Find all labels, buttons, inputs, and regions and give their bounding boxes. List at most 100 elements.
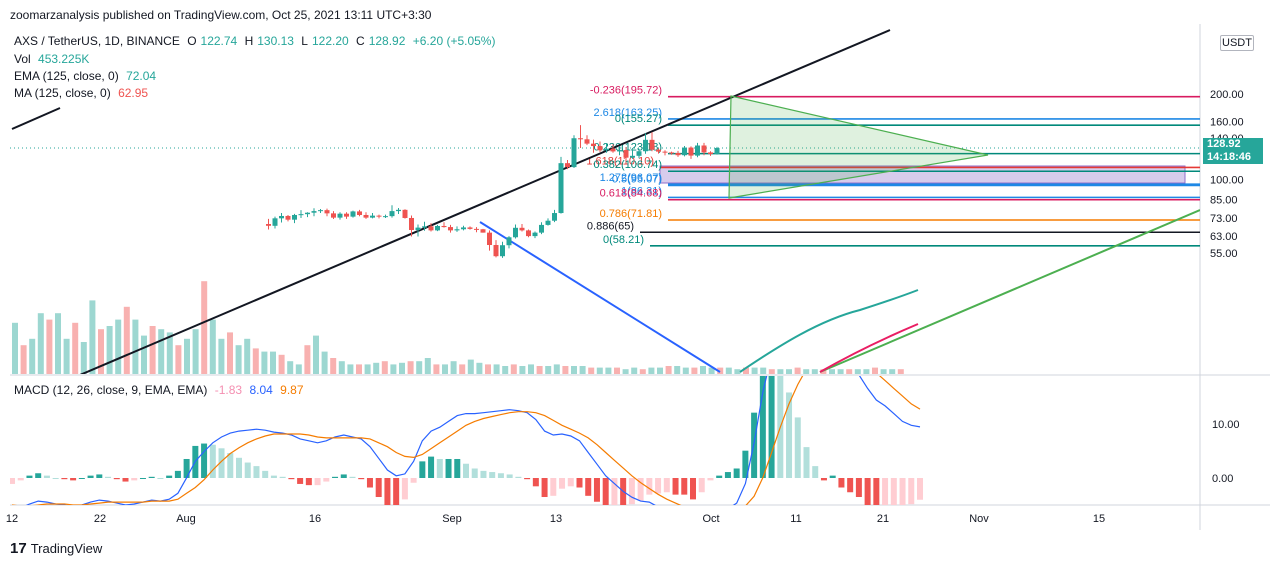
volume-bar	[777, 369, 784, 374]
volume-bar	[244, 338, 251, 374]
ema-line	[739, 289, 919, 373]
ohlc-low-label: L	[301, 34, 308, 48]
volume-bar	[29, 338, 36, 374]
macd-hist-bar	[253, 466, 260, 478]
volume-bar	[502, 366, 509, 374]
volume-bar	[424, 358, 431, 374]
candle-body	[682, 147, 687, 156]
volume-legend[interactable]: Vol 453.225K	[14, 52, 93, 66]
price-tick-label: 200.00	[1210, 89, 1244, 101]
volume-bar	[261, 351, 268, 374]
currency-button[interactable]: USDT	[1220, 35, 1254, 51]
macd-histogram	[10, 376, 923, 505]
candle-body	[545, 220, 551, 225]
volume-bar	[201, 281, 208, 374]
ema-label: EMA (125, close, 0)	[14, 69, 119, 83]
date-tick-label: Nov	[969, 513, 989, 525]
ma-value: 62.95	[118, 86, 149, 100]
macd-hist-bar	[139, 478, 146, 479]
date-tick-label: 13	[550, 513, 562, 525]
macd-hist-bar	[384, 478, 391, 505]
volume-bar	[252, 348, 259, 374]
last-price-value: 128.92	[1207, 138, 1241, 150]
candle-body	[448, 227, 453, 231]
volume-bar	[889, 369, 896, 374]
volume-bar	[227, 332, 233, 374]
volume-bar	[519, 366, 526, 374]
volume-bar	[665, 366, 672, 374]
macd-hist-bar	[855, 478, 862, 498]
macd-hist-bar	[454, 458, 461, 478]
volume-bar	[682, 367, 689, 374]
macd-hist-bar	[733, 468, 740, 478]
macd-hist-bar	[890, 478, 897, 505]
candle-body	[656, 149, 661, 152]
volume-bar	[476, 362, 483, 374]
candle-body	[695, 145, 700, 156]
fib-level-label: 1.618(110.10)	[586, 155, 654, 167]
macd-hist-bar	[227, 453, 234, 478]
candle-body	[487, 232, 492, 246]
macd-hist-bar	[655, 478, 662, 494]
ma-legend[interactable]: MA (125, close, 0) 62.95	[14, 86, 152, 100]
volume-bar	[553, 364, 560, 374]
brand-text: TradingView	[30, 541, 103, 556]
macd-hist-bar	[332, 476, 339, 478]
macd-hist-bar	[908, 478, 915, 505]
macd-hist-bar	[463, 463, 469, 478]
volume-bar	[536, 366, 543, 374]
macd-hist-bar	[340, 474, 347, 478]
candle-body	[311, 211, 317, 213]
volume-bar	[854, 369, 861, 374]
ema-legend[interactable]: EMA (125, close, 0) 72.04	[14, 69, 160, 83]
macd-hist-bar	[489, 472, 496, 478]
macd-hist-bar	[567, 478, 574, 487]
volume-bar	[768, 369, 775, 374]
volume-bar	[347, 364, 354, 374]
candle-body	[565, 163, 570, 168]
candle-body	[344, 213, 349, 217]
candle-body	[454, 229, 460, 231]
macd-legend[interactable]: MACD (12, 26, close, 9, EMA, EMA) -1.83 …	[14, 383, 308, 397]
volume-bar	[278, 354, 285, 374]
volume-bar	[63, 338, 70, 374]
candle-body	[298, 214, 304, 216]
candle-body	[285, 215, 291, 220]
fib-level-label: 2.618(163.25)	[594, 107, 663, 119]
fib-level-label: -0.236(195.72)	[590, 85, 662, 97]
volume-bar	[72, 322, 79, 374]
volume-bar	[330, 358, 337, 374]
candle-body	[649, 139, 655, 150]
candle-body	[714, 148, 720, 155]
candle-body	[636, 151, 642, 156]
candle-body	[623, 150, 629, 158]
date-tick-label: Oct	[702, 513, 719, 525]
candle-body	[318, 210, 323, 212]
candle-body	[597, 146, 603, 151]
last-price-badge: 128.92 14:18:46	[1203, 138, 1263, 164]
ma-label: MA (125, close, 0)	[14, 86, 111, 100]
macd-hist-bar	[829, 475, 836, 478]
macd-line-value: 8.04	[249, 383, 273, 397]
macd-hist-bar	[113, 478, 120, 480]
rising-trendline-upper	[11, 107, 61, 130]
tradingview-logo[interactable]: 17 TradingView	[10, 540, 102, 557]
volume-bar	[605, 367, 612, 374]
candle-body	[279, 215, 284, 219]
macd-hist-bar	[628, 478, 635, 505]
date-tick-label: 11	[790, 513, 801, 525]
macd-hist-bar	[838, 478, 845, 488]
candle-body	[643, 139, 648, 152]
macd-hist-bar	[270, 475, 277, 478]
symbol-name[interactable]: AXS / TetherUS, 1D, BINANCE	[14, 34, 180, 48]
volume-bar	[433, 364, 440, 374]
volume-bar	[304, 345, 311, 374]
volume-bar	[98, 329, 104, 374]
volume-bar	[880, 369, 887, 374]
candle-body	[584, 139, 590, 144]
price-axis: 200.00160.00140.00100.0085.0073.0063.005…	[1210, 89, 1244, 485]
volume-bar	[123, 306, 130, 374]
price-tick-label: 73.00	[1210, 213, 1238, 225]
volume-bar	[295, 364, 302, 374]
